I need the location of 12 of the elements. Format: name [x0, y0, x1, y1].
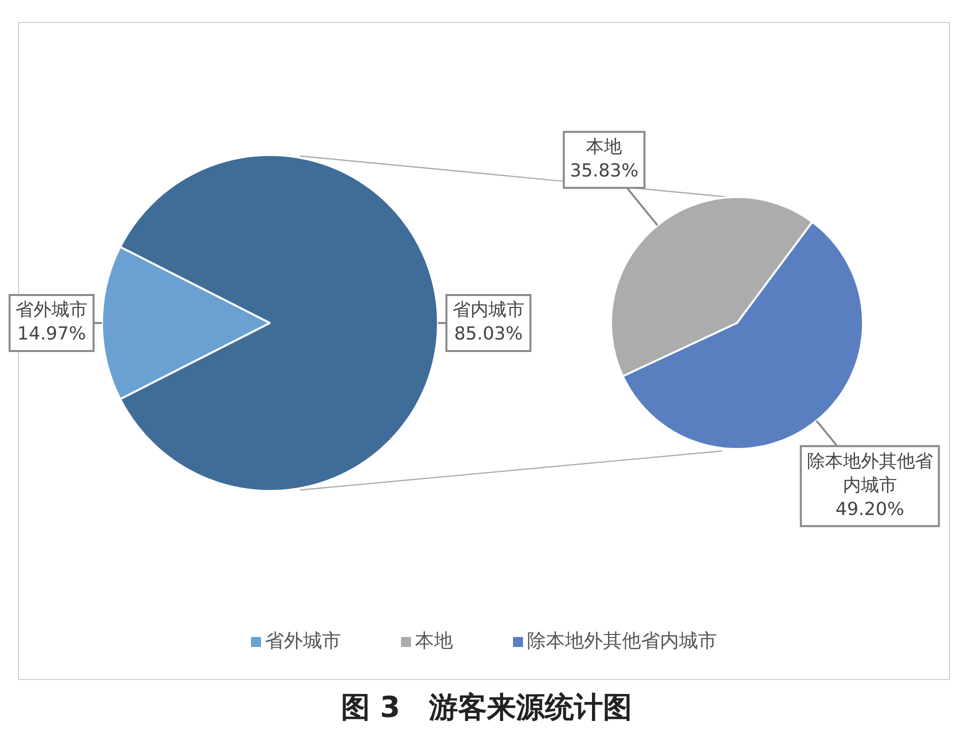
slice-label: 除本地外其他省内城市	[806, 450, 933, 496]
slice-label: 本地	[586, 136, 622, 158]
legend-label: 除本地外其他省内城市	[526, 629, 717, 654]
slice-label: 省外城市	[16, 300, 88, 321]
legend-label: 本地	[414, 629, 453, 654]
text: 图 3 游客来源统计图	[340, 689, 634, 726]
data-label: 49.20%	[836, 498, 904, 520]
legend-label: 省外城市	[264, 629, 341, 654]
data-label: 85.03%	[454, 324, 523, 345]
slice-label: 省内城市	[452, 300, 524, 321]
data-label: 14.97%	[17, 324, 86, 345]
data-label: 35.83%	[570, 160, 638, 182]
